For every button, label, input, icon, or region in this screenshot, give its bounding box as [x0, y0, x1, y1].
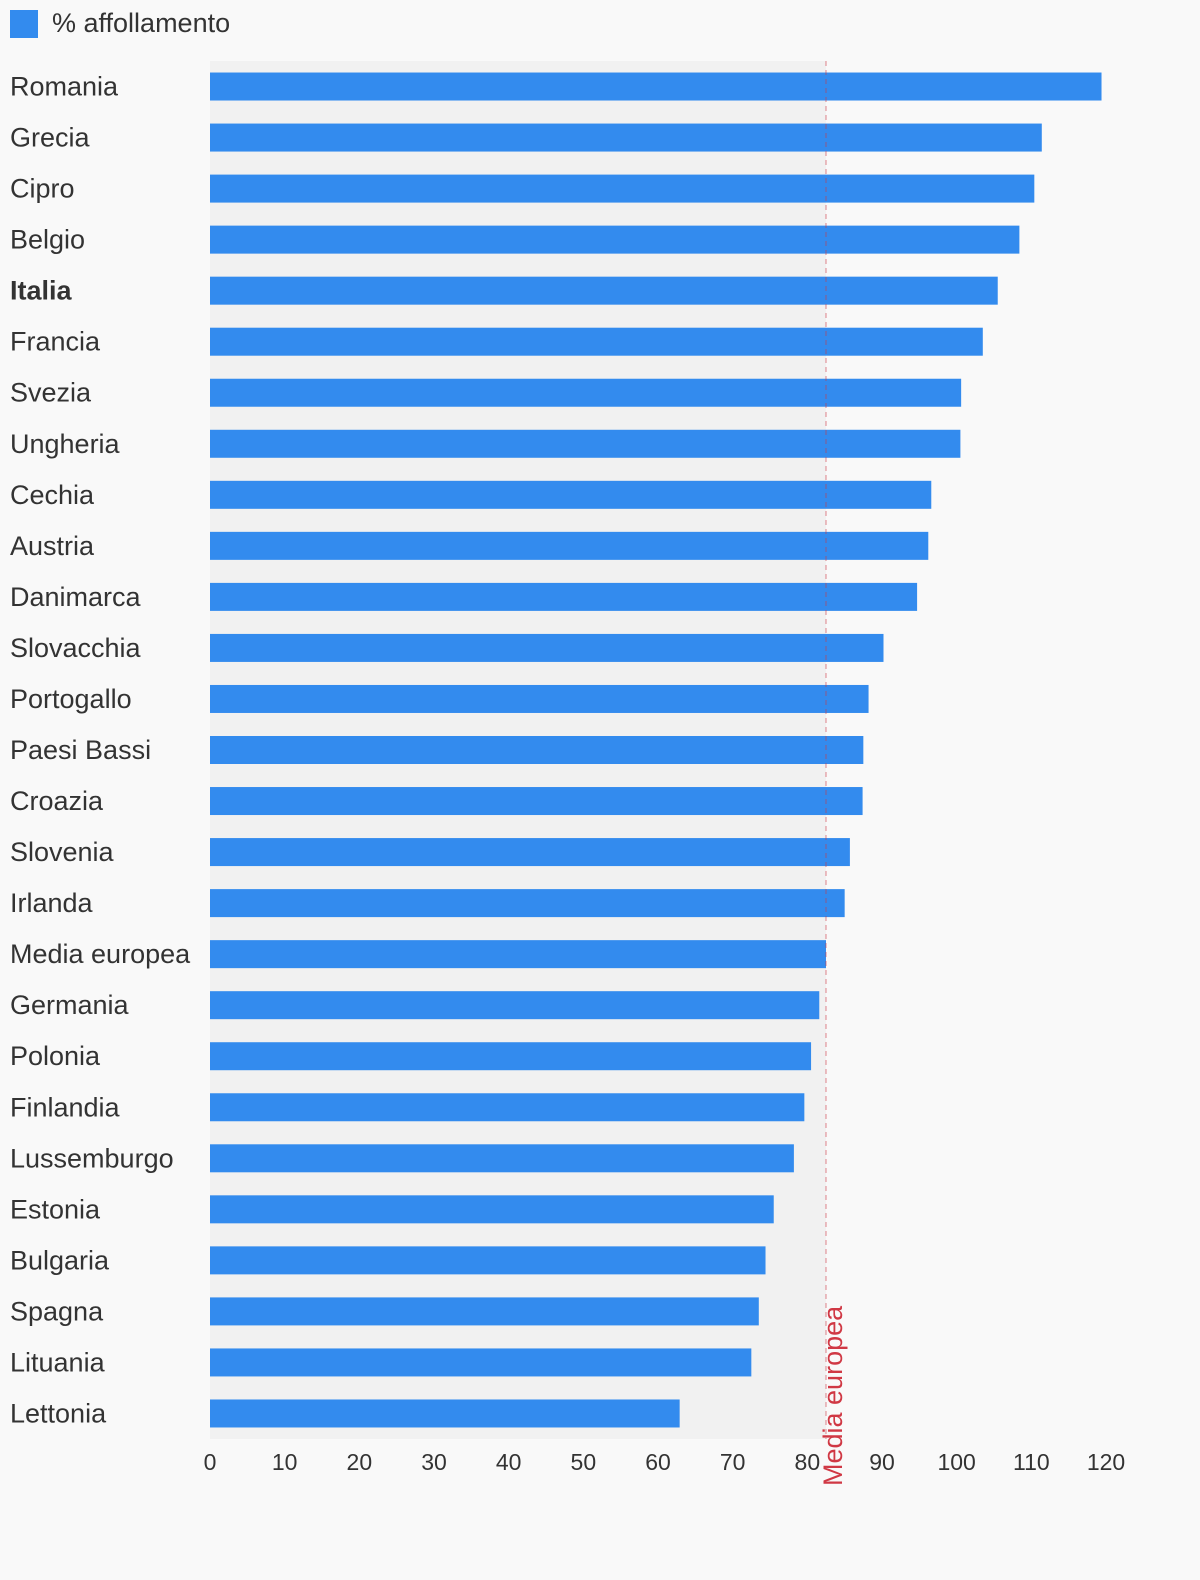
x-tick-label: 40 [496, 1449, 522, 1475]
category-label: Finlandia [10, 1092, 121, 1122]
legend-swatch [10, 9, 38, 38]
category-label: Lussemburgo [10, 1143, 174, 1173]
bar [210, 1399, 680, 1428]
category-label: Grecia [10, 123, 91, 153]
bar [210, 1042, 812, 1071]
x-tick-label: 20 [347, 1449, 373, 1475]
bar [210, 736, 864, 764]
category-label: Cipro [10, 174, 75, 204]
category-label: Slovenia [10, 837, 115, 867]
bar [210, 889, 845, 918]
bar [210, 684, 869, 713]
legend: % affollamento [10, 8, 230, 39]
category-label: Lettonia [10, 1398, 107, 1428]
category-label: Spagna [10, 1296, 104, 1326]
bar [210, 1348, 752, 1377]
bar [210, 582, 918, 611]
x-tick-label: 80 [795, 1449, 821, 1475]
category-label: Paesi Bassi [10, 735, 151, 765]
x-axis-ticks: 0 10 20 30 40 50 60 70 80 90 100 110 120 [204, 1449, 1126, 1475]
category-label: Lituania [10, 1347, 106, 1377]
bar [210, 1246, 766, 1275]
bar [210, 633, 884, 662]
x-tick-label: 110 [1013, 1449, 1050, 1475]
bar [210, 72, 1102, 101]
x-tick-label: 30 [421, 1449, 447, 1475]
bar [210, 991, 820, 1020]
x-tick-label: 120 [1087, 1449, 1125, 1475]
category-label: Portogallo [10, 684, 132, 714]
bar [210, 1297, 759, 1326]
x-tick-label: 90 [869, 1449, 895, 1475]
bar [210, 787, 863, 816]
category-label: Polonia [10, 1041, 101, 1071]
category-labels: Romania Grecia Cipro Belgio Italia Francia Sve… [10, 72, 191, 1429]
x-tick-label: 60 [645, 1449, 671, 1475]
category-label: Germania [10, 990, 130, 1020]
bar [210, 480, 932, 509]
category-label: Croazia [10, 786, 104, 816]
bar [210, 276, 998, 305]
bar [210, 225, 1020, 254]
x-tick-label: 70 [720, 1449, 746, 1475]
bar [210, 429, 961, 458]
bar [210, 123, 1042, 152]
category-label: Bulgaria [10, 1245, 110, 1275]
bar [210, 378, 962, 407]
category-label: Ungheria [10, 429, 121, 459]
legend-label: % affollamento [52, 8, 231, 38]
bar [210, 838, 850, 867]
category-label: Media europea [10, 939, 191, 969]
bar [210, 174, 1035, 203]
category-label: Cechia [10, 480, 95, 510]
reference-line-label: Media europea [818, 1305, 848, 1486]
category-label: Svezia [10, 378, 92, 408]
bar [210, 1093, 805, 1122]
category-label: Italia [10, 276, 73, 306]
category-label: Irlanda [10, 888, 94, 918]
bar [210, 531, 929, 560]
x-tick-label: 50 [571, 1449, 597, 1475]
category-label: Danimarca [10, 582, 142, 612]
category-label: Romania [10, 72, 119, 102]
x-tick-label: 0 [204, 1449, 217, 1475]
category-label: Estonia [10, 1194, 101, 1224]
bar [210, 327, 983, 356]
category-label: Francia [10, 327, 101, 357]
category-label: Slovacchia [10, 633, 142, 663]
category-label: Belgio [10, 225, 85, 255]
category-label: Austria [10, 531, 95, 561]
bar [210, 940, 826, 969]
x-tick-label: 10 [272, 1449, 298, 1475]
bar [210, 1195, 774, 1224]
bars [210, 72, 1102, 1428]
bar [210, 1144, 794, 1173]
x-tick-label: 100 [937, 1449, 975, 1475]
